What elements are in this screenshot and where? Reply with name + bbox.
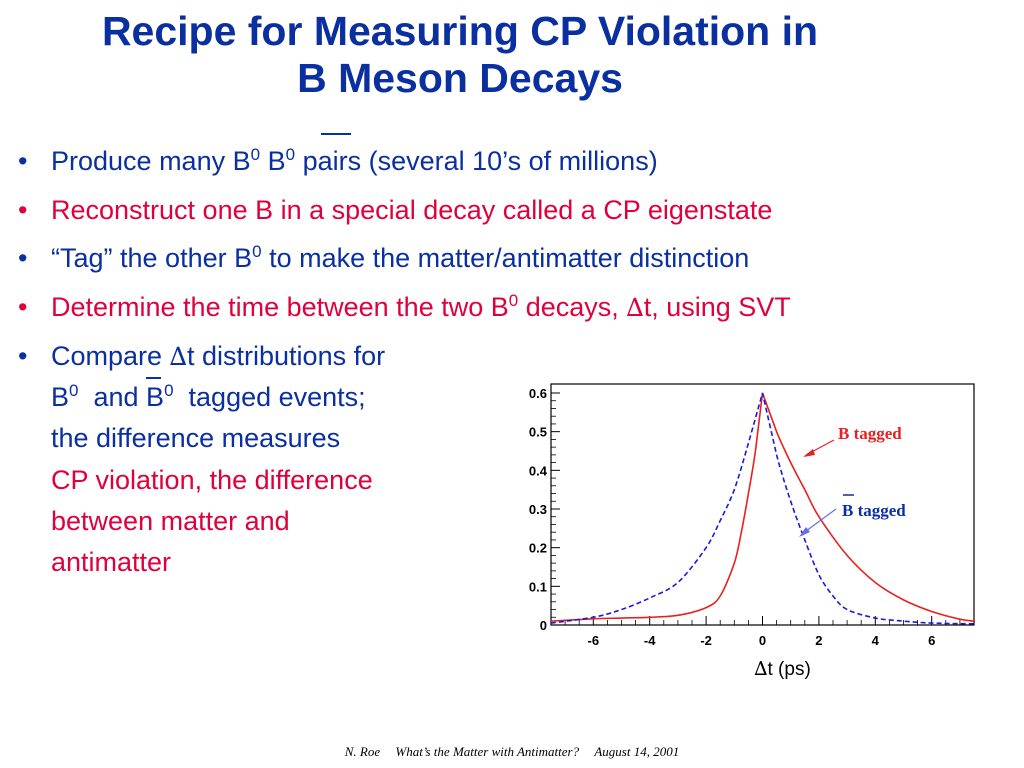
b5-line4: CP violation, the difference — [51, 465, 373, 495]
slide-title: Recipe for Measuring CP Violation in B M… — [0, 8, 920, 102]
b5-line3: the difference measures — [51, 423, 341, 453]
bullet-text: Reconstruct one B in a special decay cal… — [51, 195, 773, 225]
x-tick-label: 2 — [815, 633, 822, 648]
y-tick-label: 0 — [540, 618, 547, 633]
b1-post: pairs (several 10’s of millions) — [295, 146, 658, 176]
b-tagged-label: B tagged — [838, 424, 902, 443]
b5-sup2: 0 — [164, 381, 174, 400]
y-tick-label: 0.2 — [529, 541, 547, 556]
y-tick-label: 0.3 — [529, 502, 547, 517]
b3-sup: 0 — [252, 242, 262, 261]
title-line-2: B Meson Decays — [297, 55, 623, 101]
x-axis-delta: ∆ — [754, 658, 767, 680]
delta-symbol: ∆ — [169, 342, 188, 371]
b1-sup1: 0 — [250, 145, 261, 164]
b5-sup1: 0 — [69, 381, 79, 400]
footer-author: N. Roe — [344, 744, 381, 759]
y-tick-label: 0.1 — [529, 579, 547, 594]
b4-pre: Determine the time between the two B — [51, 292, 509, 322]
y-tick-label: 0.6 — [529, 386, 547, 401]
b1-sup2: 0 — [285, 145, 296, 164]
bbar-tagged-label: B tagged — [842, 501, 906, 520]
footer-talk: What’s the Matter with Antimatter? — [395, 744, 580, 759]
bullet-dot: • — [18, 292, 28, 322]
x-tick-label: 6 — [928, 633, 935, 648]
title-line-1: Recipe for Measuring CP Violation in — [101, 8, 819, 54]
b1-antib-overbar — [321, 133, 351, 135]
x-tick-label: -2 — [700, 633, 712, 648]
b5-line1-post: t distributions for — [187, 341, 386, 371]
bullet-text: Produce many B0 B0 pairs (several 10’s o… — [51, 144, 658, 178]
bullet-text: “Tag” the other B0 to make the matter/an… — [51, 241, 749, 275]
plot-annotations: B tagged B tagged — [799, 424, 906, 537]
x-tick-label: -4 — [644, 633, 656, 648]
b1-mid: B — [260, 146, 286, 176]
plot-curves — [550, 392, 975, 625]
y-tick-label: 0.5 — [529, 425, 547, 440]
bullet-dot: • — [18, 195, 28, 225]
bullet-text: Compare ∆t distributions for — [51, 339, 385, 374]
b3-post: to make the matter/antimatter distinctio… — [261, 243, 750, 273]
bullet-dot: • — [18, 341, 28, 371]
footer-date: August 14, 2001 — [594, 744, 680, 759]
x-axis-unit: t (ps) — [768, 659, 811, 680]
delta-symbol: ∆ — [626, 293, 644, 322]
slide-footer: N. Roe What’s the Matter with Antimatter… — [0, 744, 1024, 760]
b4-sup: 0 — [508, 291, 519, 310]
bbar-tagged-curve — [550, 392, 975, 625]
b3-pre: “Tag” the other B — [51, 243, 253, 273]
b-tagged-arrowhead — [803, 449, 815, 457]
b5-b: B — [51, 382, 70, 412]
bullet-dot: • — [18, 243, 28, 273]
b5-line5: between matter and — [51, 506, 290, 536]
b5-and: and — [78, 382, 147, 412]
bullet-text: Determine the time between the two B0 de… — [51, 290, 791, 325]
x-tick-label: 0 — [759, 633, 766, 648]
bbar-tagged-arrowhead — [799, 527, 810, 537]
b1-pre: Produce many B — [51, 146, 251, 176]
plot-frame — [550, 383, 975, 626]
b5-line1-pre: Compare — [51, 341, 170, 371]
x-tick-label: 4 — [872, 633, 880, 648]
x-tick-label: -6 — [588, 633, 600, 648]
bullet-dot: • — [18, 146, 28, 176]
b5-line2-post: tagged events; — [173, 382, 366, 412]
b4-mid: decays, — [518, 292, 627, 322]
b5-line6: antimatter — [51, 547, 172, 577]
b-tagged-curve — [550, 392, 975, 622]
x-axis-label: ∆t (ps) — [754, 658, 811, 680]
b5-antib: B — [146, 377, 165, 412]
b5-line2: B0 and B0 tagged events; — [51, 377, 366, 414]
y-tick-label: 0.4 — [529, 463, 548, 478]
plot-axes: 0 0.1 0.2 0.3 0.4 0.5 0.6 -6 -4 -2 0 2 4 6 ∆t (ps) — [529, 383, 975, 680]
b4-post: t, using SVT — [643, 292, 791, 322]
